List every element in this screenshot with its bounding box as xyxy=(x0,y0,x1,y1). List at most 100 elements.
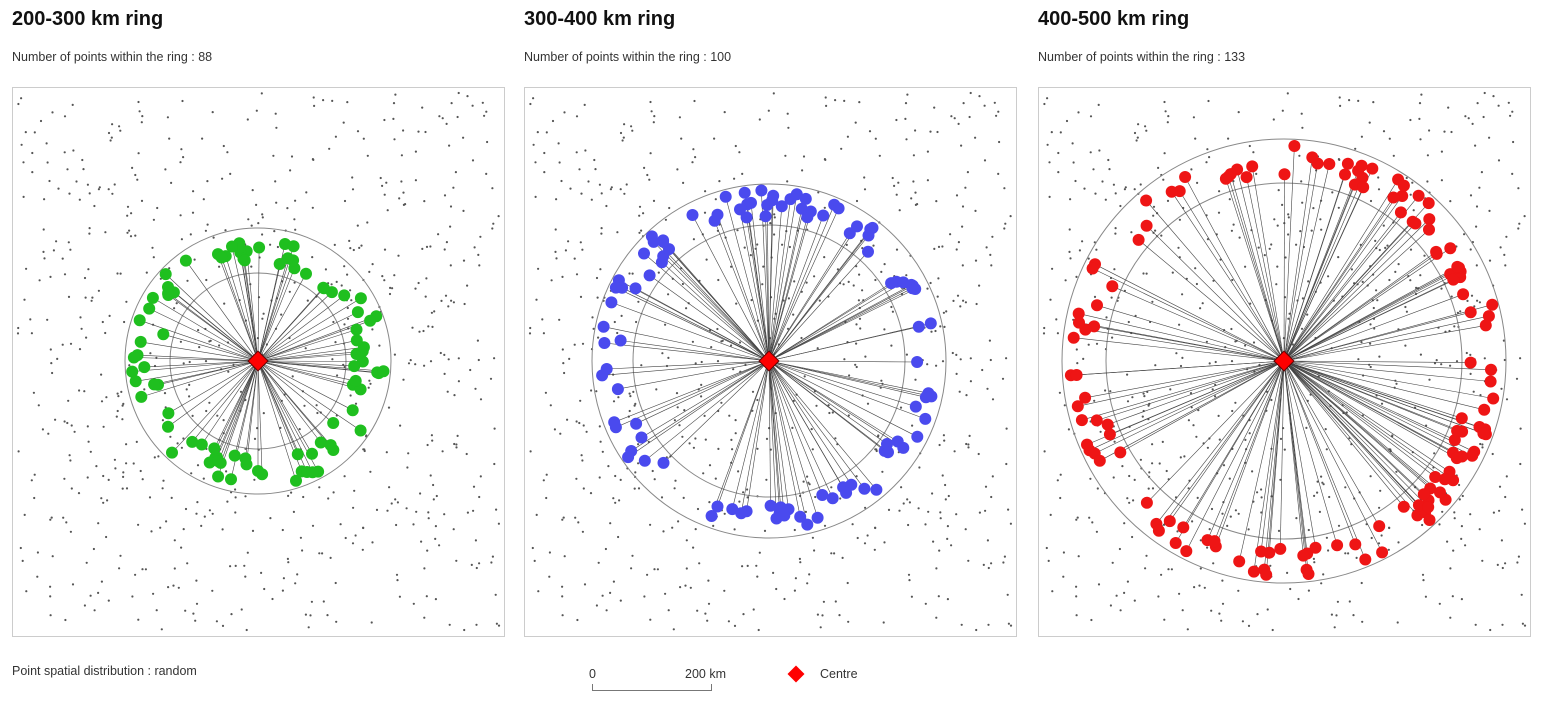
background-point xyxy=(1130,231,1133,234)
scale-end: 200 km xyxy=(685,667,726,681)
ring-point xyxy=(346,404,359,417)
background-point xyxy=(746,564,749,567)
background-point xyxy=(1523,624,1527,627)
background-point xyxy=(1171,271,1174,274)
background-point xyxy=(491,555,494,558)
background-point xyxy=(369,470,372,473)
background-point xyxy=(425,595,428,598)
background-point xyxy=(418,330,421,333)
background-point xyxy=(704,438,707,441)
background-point xyxy=(88,232,91,235)
background-point xyxy=(1123,522,1126,525)
connection-line xyxy=(1283,360,1431,489)
background-point xyxy=(247,218,250,221)
connection-line xyxy=(257,298,362,362)
background-point xyxy=(1469,194,1473,197)
connection-line xyxy=(1207,360,1285,541)
connection-line xyxy=(1228,176,1285,362)
connection-line xyxy=(1283,360,1491,382)
background-point xyxy=(184,609,187,612)
connection-line xyxy=(1283,360,1430,521)
background-point xyxy=(555,257,558,260)
background-point xyxy=(601,450,604,453)
ring-point xyxy=(138,361,151,374)
background-point xyxy=(55,240,58,243)
background-point xyxy=(1193,586,1196,589)
background-point xyxy=(1469,353,1472,356)
connection-line xyxy=(1283,163,1330,362)
background-point xyxy=(1479,442,1482,446)
background-point xyxy=(420,540,423,543)
background-point xyxy=(397,254,400,257)
connection-line xyxy=(257,351,363,362)
background-point xyxy=(414,150,417,153)
background-point xyxy=(997,110,1000,113)
background-point xyxy=(863,188,867,191)
background-point xyxy=(1241,620,1244,623)
background-point xyxy=(1151,462,1154,465)
background-point xyxy=(671,526,674,529)
background-point xyxy=(1051,267,1054,270)
background-point xyxy=(293,281,296,284)
background-point xyxy=(997,172,1000,175)
background-point xyxy=(537,267,540,270)
connection-line xyxy=(1158,360,1285,531)
ring-point xyxy=(377,365,390,378)
background-point xyxy=(425,245,429,248)
background-point xyxy=(1206,446,1209,449)
background-point xyxy=(616,331,619,335)
background-point xyxy=(1048,195,1051,198)
background-point xyxy=(1205,161,1208,164)
ring-point xyxy=(1169,537,1182,549)
background-point xyxy=(743,246,746,249)
background-point xyxy=(1272,118,1275,121)
background-point xyxy=(1009,215,1012,218)
connection-line xyxy=(768,199,791,362)
background-point xyxy=(315,404,318,407)
background-point xyxy=(1191,520,1194,523)
background-point xyxy=(1339,104,1342,107)
background-point xyxy=(246,118,249,121)
background-point xyxy=(1504,495,1507,499)
background-point xyxy=(756,243,759,246)
ring-point xyxy=(133,314,146,327)
ring-point xyxy=(195,438,208,451)
connection-line xyxy=(154,360,259,385)
ring-point xyxy=(811,511,824,524)
background-point xyxy=(1194,267,1197,270)
background-point xyxy=(1255,172,1258,175)
connection-line xyxy=(257,360,363,362)
background-point xyxy=(392,102,396,105)
connection-line xyxy=(768,288,916,362)
background-point xyxy=(221,177,224,180)
background-point xyxy=(1124,186,1127,189)
background-point xyxy=(186,562,189,565)
background-point xyxy=(1157,595,1160,598)
background-point xyxy=(23,513,26,516)
background-point xyxy=(1126,373,1129,376)
ring-point xyxy=(1423,223,1435,236)
background-point xyxy=(817,191,820,194)
ring-point xyxy=(1349,538,1362,551)
background-point xyxy=(866,534,869,537)
ring-point xyxy=(1406,215,1419,228)
background-point xyxy=(1050,131,1053,134)
background-point xyxy=(85,561,88,564)
background-point xyxy=(1287,213,1290,216)
background-point xyxy=(225,470,228,473)
background-point xyxy=(1360,135,1363,138)
background-point xyxy=(823,256,826,259)
background-point xyxy=(414,287,417,290)
connection-line xyxy=(1099,360,1285,462)
background-point xyxy=(1377,176,1380,179)
background-point xyxy=(961,205,965,208)
background-point xyxy=(622,136,625,139)
background-point xyxy=(1502,339,1505,342)
map-panel-3 xyxy=(1038,87,1531,637)
background-point xyxy=(545,131,548,134)
background-point xyxy=(130,212,133,215)
ring-point xyxy=(127,351,140,364)
background-point xyxy=(536,131,539,134)
background-point xyxy=(1424,595,1427,598)
background-point xyxy=(108,314,111,317)
